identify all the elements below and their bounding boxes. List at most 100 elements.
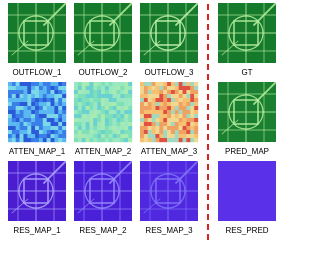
heat-cell — [23, 110, 28, 115]
heat-cell — [108, 110, 113, 115]
tile-label: RES_MAP_3 — [145, 226, 193, 235]
heat-cell — [38, 102, 43, 107]
heat-cell — [116, 130, 121, 135]
heat-cell — [31, 98, 36, 103]
heat-cell — [38, 118, 43, 123]
heat-cell — [155, 106, 160, 111]
heat-cell — [178, 122, 183, 127]
heat-cell — [112, 98, 117, 103]
heat-cell — [108, 114, 113, 119]
heat-cell — [143, 118, 148, 123]
heat-cell — [101, 82, 106, 87]
heat-cell — [170, 106, 175, 111]
heat-cell — [77, 86, 82, 91]
heat-cell — [182, 110, 187, 115]
heat-cell — [178, 98, 183, 103]
heat-cell — [81, 126, 86, 131]
heat-cell — [81, 122, 86, 127]
heat-cell — [116, 94, 121, 99]
heat-cell — [8, 118, 13, 123]
heat-cell — [182, 122, 187, 127]
heat-cell — [93, 138, 98, 143]
heat-cell — [104, 82, 109, 87]
heat-cell — [62, 94, 67, 99]
heat-cell — [97, 106, 102, 111]
heat-cell — [174, 130, 179, 135]
heat-cell — [46, 122, 51, 127]
heat-cell — [35, 86, 40, 91]
heat-cell — [74, 138, 79, 143]
heat-cell — [97, 130, 102, 135]
heat-cell — [186, 82, 191, 87]
heat-cell — [140, 82, 145, 87]
heat-cell — [159, 86, 164, 91]
heat-cell — [77, 106, 82, 111]
image-tile — [74, 161, 132, 221]
heat-cell — [31, 90, 36, 95]
heat-cell — [19, 134, 24, 139]
heat-cell — [31, 138, 36, 143]
heat-cell — [50, 130, 55, 135]
heat-cell — [167, 126, 172, 131]
heat-cell — [143, 98, 148, 103]
heat-cell — [104, 114, 109, 119]
heat-cell — [116, 102, 121, 107]
heat-cell — [104, 90, 109, 95]
tile-label: ATTEN_MAP_3 — [141, 147, 198, 156]
heat-cell — [159, 106, 164, 111]
heat-cell — [77, 102, 82, 107]
heat-cell — [140, 126, 145, 131]
heat-cell — [11, 106, 16, 111]
heat-cell — [163, 118, 168, 123]
heat-cell — [174, 102, 179, 107]
heat-cell — [93, 94, 98, 99]
image-tile — [218, 82, 276, 142]
heat-cell — [147, 114, 152, 119]
heat-cell — [50, 118, 55, 123]
heat-cell — [38, 86, 43, 91]
heat-cell — [85, 90, 90, 95]
heat-cell — [159, 126, 164, 131]
heat-cell — [11, 94, 16, 99]
heat-cell — [140, 106, 145, 111]
heat-cell — [104, 126, 109, 131]
heat-cell — [77, 126, 82, 131]
heat-cell — [128, 126, 133, 131]
heat-cell — [163, 86, 168, 91]
heat-cell — [147, 98, 152, 103]
heat-cell — [104, 102, 109, 107]
heat-cell — [11, 118, 16, 123]
heat-cell — [124, 130, 129, 135]
heat-cell — [19, 102, 24, 107]
heat-cell — [89, 86, 94, 91]
heat-cell — [97, 82, 102, 87]
heat-cell — [23, 94, 28, 99]
heat-cell — [108, 134, 113, 139]
heat-cell — [194, 110, 199, 115]
heat-cell — [186, 130, 191, 135]
heat-cell — [174, 118, 179, 123]
heat-cell — [159, 94, 164, 99]
heat-cell — [124, 126, 129, 131]
heat-cell — [178, 130, 183, 135]
heat-cell — [46, 138, 51, 143]
heat-cell — [174, 122, 179, 127]
heat-cell — [31, 118, 36, 123]
heat-cell — [112, 122, 117, 127]
heat-cell — [23, 122, 28, 127]
heat-cell — [186, 126, 191, 131]
heat-cell — [190, 138, 195, 143]
heat-cell — [89, 118, 94, 123]
heat-cell — [104, 138, 109, 143]
heat-cell — [116, 118, 121, 123]
heat-cell — [23, 86, 28, 91]
heat-cell — [178, 94, 183, 99]
heat-cell — [163, 102, 168, 107]
heat-cell — [167, 102, 172, 107]
heat-cell — [190, 98, 195, 103]
heat-cell — [23, 126, 28, 131]
heat-cell — [31, 122, 36, 127]
heat-cell — [97, 94, 102, 99]
heat-cell — [120, 94, 125, 99]
heat-cell — [101, 110, 106, 115]
